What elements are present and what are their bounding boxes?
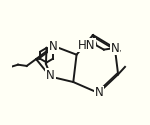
- Text: N: N: [111, 42, 119, 55]
- Text: N: N: [49, 40, 58, 53]
- Text: N: N: [46, 69, 55, 82]
- Text: N: N: [94, 86, 103, 100]
- Text: HN: HN: [78, 39, 95, 52]
